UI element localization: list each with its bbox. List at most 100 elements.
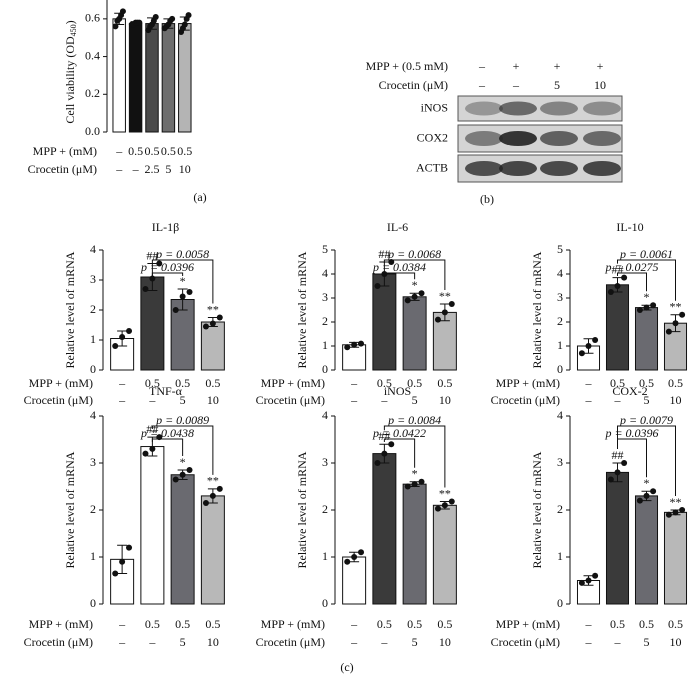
data-point xyxy=(448,301,455,307)
treatment-value: + xyxy=(554,59,561,73)
y-tick-label: 1 xyxy=(90,332,96,346)
treatment-value: 0.5 xyxy=(145,376,160,390)
significance-mark: ## xyxy=(146,248,158,262)
p-value: p = 0.0384 xyxy=(372,260,426,274)
data-point xyxy=(142,286,149,292)
data-point xyxy=(404,297,411,304)
p-value: p = 0.0396 xyxy=(604,426,658,440)
treatment-value: 5 xyxy=(180,635,186,649)
treatment-value: 5 xyxy=(554,78,560,92)
chart-title: IL-10 xyxy=(616,220,643,234)
bar xyxy=(605,284,630,371)
y-tick-label: 0.6 xyxy=(85,11,100,25)
data-point xyxy=(441,502,448,509)
band-label: iNOS xyxy=(421,100,448,114)
significance-mark: ## xyxy=(378,247,390,261)
treatment-value: – xyxy=(118,393,126,407)
bar xyxy=(432,504,457,605)
data-point xyxy=(636,307,643,313)
bar xyxy=(170,474,195,605)
data-point xyxy=(607,476,614,483)
blot-band xyxy=(583,101,621,116)
y-tick-label: 3 xyxy=(90,455,96,469)
bracket xyxy=(383,259,446,290)
bar xyxy=(128,23,143,133)
treatment-label: Crocetin (μM) xyxy=(491,635,560,649)
bracket xyxy=(617,425,676,496)
treatment-value: 0.5 xyxy=(175,617,190,631)
data-point xyxy=(186,289,193,295)
y-axis-label: Relative level of mRNA xyxy=(63,251,77,368)
data-point xyxy=(679,507,686,513)
y-tick-label: 0 xyxy=(322,596,328,610)
p-value: p = 0.0089 xyxy=(155,413,209,427)
data-point xyxy=(650,488,657,495)
treatment-label: Crocetin (μM) xyxy=(379,78,448,92)
y-tick-label: 1 xyxy=(322,549,328,563)
data-point xyxy=(585,577,592,584)
treatment-value: – xyxy=(132,162,140,176)
treatment-value: 0.5 xyxy=(668,617,683,631)
treatment-value: + xyxy=(513,59,520,73)
y-axis-label: Cell viability (OD450) xyxy=(63,20,78,123)
y-tick-label: 4 xyxy=(90,408,96,422)
treatment-value: 5 xyxy=(180,393,186,407)
data-point xyxy=(149,445,156,452)
panel-label: (b) xyxy=(480,192,494,206)
data-point xyxy=(119,8,126,15)
p-value: p = 0.0275 xyxy=(604,260,658,274)
data-point xyxy=(358,549,365,556)
data-point xyxy=(621,274,628,281)
data-point xyxy=(607,289,614,295)
treatment-value: – xyxy=(350,393,358,407)
data-point xyxy=(172,476,179,483)
treatment-value: – xyxy=(380,635,388,649)
blot-band xyxy=(499,130,537,147)
p-value: p = 0.0079 xyxy=(619,413,673,427)
blot-strip xyxy=(457,95,623,122)
data-point xyxy=(434,316,441,323)
data-point xyxy=(358,340,365,347)
bracket xyxy=(383,272,416,280)
y-tick-label: 0.2 xyxy=(85,86,100,100)
data-point xyxy=(418,478,425,485)
treatment-value: 10 xyxy=(594,78,606,92)
y-tick-label: 0 xyxy=(90,362,96,376)
data-point xyxy=(179,471,186,478)
treatment-value: 10 xyxy=(670,393,682,407)
treatment-value: 0.5 xyxy=(639,617,654,631)
treatment-value: 0.5 xyxy=(205,376,220,390)
bracket xyxy=(151,425,214,475)
data-point xyxy=(152,13,159,20)
treatment-value: + xyxy=(597,59,604,73)
data-point xyxy=(679,311,686,318)
bar xyxy=(140,446,165,605)
data-point xyxy=(185,12,192,19)
bar xyxy=(161,23,176,133)
data-point xyxy=(614,469,621,476)
data-point xyxy=(578,579,585,586)
y-tick-label: 0 xyxy=(557,596,563,610)
y-tick-label: 0 xyxy=(322,362,328,376)
treatment-value: – xyxy=(585,393,593,407)
bar xyxy=(200,495,225,605)
y-axis-label-part: Cell viability (OD xyxy=(63,36,77,124)
chart-title: COX-2 xyxy=(612,384,647,398)
treatment-value: – xyxy=(585,376,593,390)
y-axis-label-part: ) xyxy=(63,20,77,24)
data-point xyxy=(112,570,119,577)
data-point xyxy=(156,260,163,267)
data-point xyxy=(672,509,679,516)
blot-band xyxy=(583,130,621,147)
significance-mark: * xyxy=(180,274,186,288)
y-tick-label: 2 xyxy=(557,502,563,516)
y-axis-label-part: 450 xyxy=(69,24,78,36)
significance-mark: * xyxy=(412,278,418,292)
data-point xyxy=(112,343,119,349)
treatment-value: – xyxy=(115,162,123,176)
data-point xyxy=(672,320,679,327)
blot-band xyxy=(583,160,621,177)
y-tick-label: 4 xyxy=(90,242,96,256)
data-point xyxy=(374,283,381,289)
